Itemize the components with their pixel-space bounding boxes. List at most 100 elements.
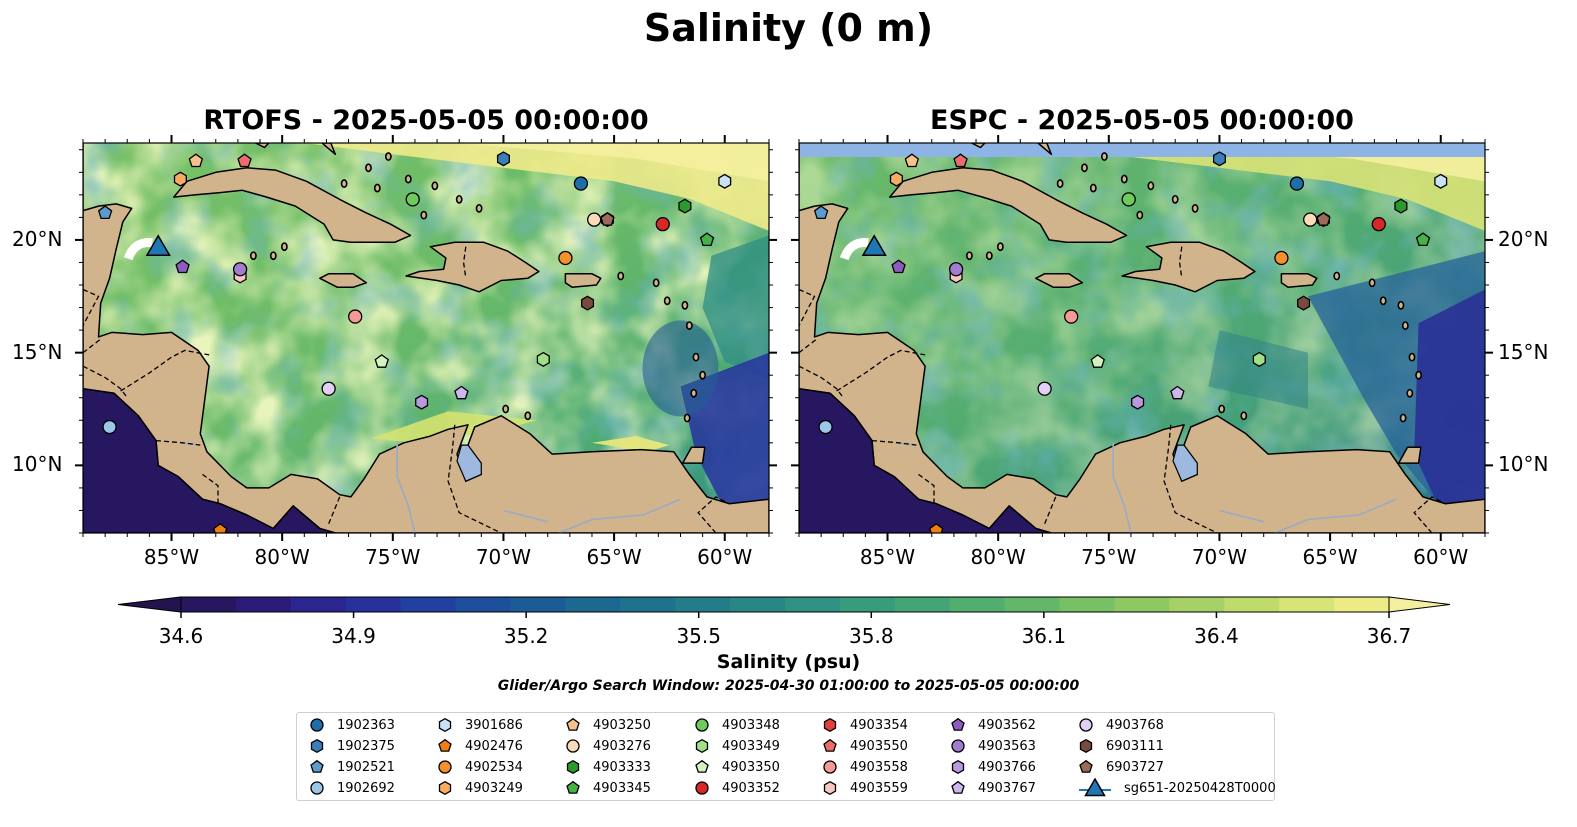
lat-tick-label: 20°N (12, 226, 63, 251)
legend-label: 1902521 (337, 759, 395, 775)
search-window-text: Glider/Argo Search Window: 2025-04-30 01… (497, 678, 1080, 694)
platform-marker (655, 217, 670, 232)
colorbar-bin (894, 597, 951, 612)
legend-item: 4903249 (437, 778, 523, 798)
legend-item: 4903349 (694, 736, 780, 756)
circle-marker-icon (951, 739, 965, 753)
legend-item: 1902692 (309, 778, 395, 798)
panel-title-espc: ESPC - 2025-05-05 00:00:00 (930, 105, 1354, 136)
lon-tick-label: 70°W (1191, 545, 1248, 569)
platform-marker (454, 385, 469, 400)
colorbar-bin (181, 597, 237, 612)
platform-marker (678, 198, 692, 214)
colorbar-bin (785, 597, 841, 612)
colorbar-bin (1334, 597, 1390, 612)
legend-item: 4903350 (694, 757, 780, 777)
platform-marker (889, 171, 903, 187)
pentagon-marker-icon (438, 738, 452, 752)
platform-marker (173, 171, 187, 187)
platform-marker (813, 205, 829, 220)
platform-marker (953, 153, 968, 168)
circle-marker-icon (310, 781, 324, 795)
platform-marker (1212, 151, 1226, 167)
platform-marker (1037, 381, 1052, 396)
platform-marker (1131, 394, 1145, 410)
circle-marker-icon (695, 781, 709, 795)
colorbar-bin (565, 597, 621, 612)
legend-label: 4903766 (978, 759, 1036, 775)
platform-marker (348, 309, 363, 324)
platform-marker (861, 234, 887, 256)
colorbar-tick-label: 36.1 (1021, 624, 1067, 648)
pentagon-marker-icon (310, 759, 324, 773)
legend-item: 4903276 (565, 736, 651, 756)
platform-marker (232, 262, 248, 277)
legend-item: 4903563 (950, 736, 1036, 756)
legend-label: 4903250 (593, 717, 651, 733)
colorbar-bin (1224, 597, 1280, 612)
legend-label: 1902692 (337, 780, 395, 796)
legend-label: 4903354 (850, 717, 908, 733)
colorbar-bin (510, 597, 566, 612)
colorbar-bin (1004, 597, 1061, 612)
legend-item: 4903558 (822, 757, 908, 777)
colorbar-tick-label: 34.6 (158, 624, 204, 648)
map-panels (75, 135, 1493, 541)
platform-marker (573, 176, 589, 191)
legend-label: 4903768 (1106, 717, 1164, 733)
colorbar-bin (290, 597, 347, 612)
platform-marker (212, 523, 228, 533)
legend-item: 4903550 (822, 736, 908, 756)
legend-item: 6903727 (1078, 757, 1164, 777)
platform-marker (415, 394, 429, 410)
lon-tick-label: 75°W (365, 545, 421, 569)
legend-item: 4902534 (437, 757, 523, 777)
colorbar-bin (839, 597, 896, 612)
colorbar-bin (1279, 597, 1335, 612)
legend-item: 4903348 (694, 715, 780, 735)
legend-label: 4903350 (722, 759, 780, 775)
legend-label: 4903550 (850, 738, 908, 754)
legend: 1902363 1902375 1902521 1902692 3901686 49024… (296, 712, 1276, 801)
legend-label: 1902363 (337, 717, 395, 733)
hexagon-marker-icon (438, 780, 452, 796)
legend-item: 1902375 (309, 736, 395, 756)
platform-marker (587, 212, 602, 227)
pentagon-marker-icon (566, 780, 580, 794)
colorbar-over-extension (1388, 596, 1451, 613)
colorbar-under-extension (117, 596, 182, 613)
map-panel-espc (799, 143, 1485, 533)
platform-marker (374, 354, 389, 368)
pentagon-marker-icon (823, 738, 837, 752)
platform-marker (145, 234, 171, 256)
hexagon-marker-icon (1079, 738, 1093, 754)
legend-label: 4903349 (722, 738, 780, 754)
lon-tick-label: 65°W (1302, 545, 1358, 569)
hexagon-marker-icon (310, 738, 324, 754)
legend-label: 4903348 (722, 717, 780, 733)
colorbar-bin (235, 597, 292, 612)
lon-tick-label: 60°W (697, 545, 753, 569)
colorbar-bin (730, 597, 786, 612)
platform-marker (1090, 354, 1105, 368)
platform-marker (928, 523, 944, 533)
lat-tick-label: 20°N (1498, 226, 1549, 251)
legend-label: 4902476 (465, 738, 523, 754)
pentagon-marker-icon (695, 759, 709, 773)
legend-label: 4903558 (850, 759, 908, 775)
platform-marker (1394, 198, 1408, 214)
legend-item: 4903250 (565, 715, 651, 735)
platform-marker (1170, 385, 1185, 400)
legend-label: 4903249 (465, 780, 523, 796)
lat-tick-label: 10°N (12, 452, 63, 477)
platform-marker (1415, 232, 1431, 247)
legend-item: 4903767 (950, 778, 1036, 798)
legend-item: 4903562 (950, 715, 1036, 735)
figure-title: Salinity (0 m) (643, 6, 934, 50)
legend-label: 6903727 (1106, 759, 1164, 775)
legend-item: 4903354 (822, 715, 908, 735)
colorbar-bin (1114, 597, 1170, 612)
hexagon-marker-icon (695, 738, 709, 754)
hexagon-marker-icon (566, 759, 580, 775)
hexagon-marker-icon (823, 717, 837, 733)
